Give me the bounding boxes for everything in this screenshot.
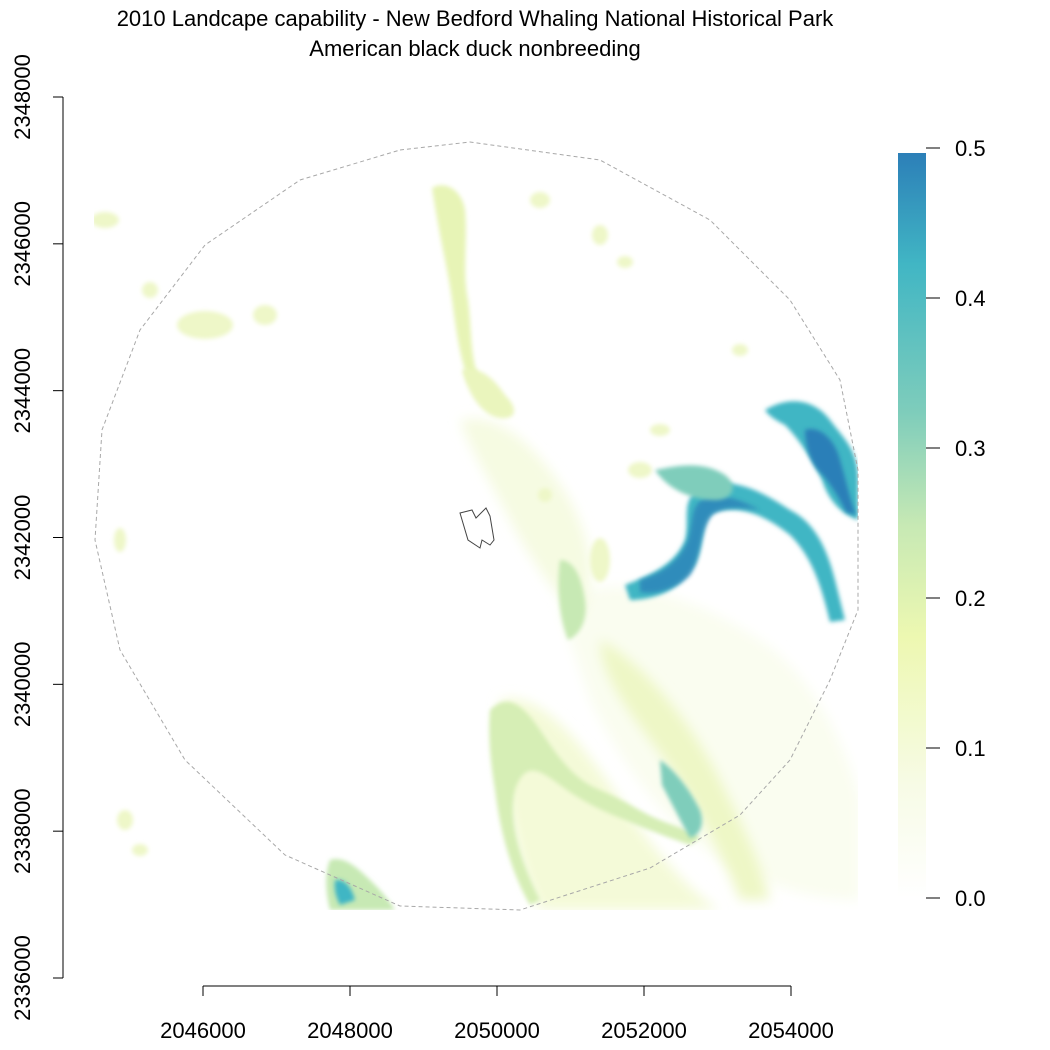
y-tick-label: 2344000: [10, 348, 35, 434]
capability-raster: [94, 185, 858, 910]
study-area-boundary: [94, 141, 859, 911]
east-harbor-core: [805, 429, 856, 515]
legend-tick-label: 0.3: [955, 436, 986, 461]
north-strip: [432, 185, 480, 384]
southwest-corner-core: [334, 879, 355, 905]
y-tick-label: 2336000: [10, 935, 35, 1021]
map-subtitle: American black duck nonbreeding: [309, 36, 640, 61]
estuary-shoreline-band: [625, 483, 845, 622]
legend-color-bar: [898, 153, 926, 898]
legend-tick-label: 0.0: [955, 886, 986, 911]
south-shore-teal: [660, 760, 702, 838]
estuary-inner-band: [640, 495, 760, 593]
legend: 0.0 0.1 0.2 0.3 0.4 0.5: [898, 136, 986, 911]
y-tick-label: 2346000: [10, 201, 35, 287]
y-tick-label: 2338000: [10, 788, 35, 874]
legend-tick-label: 0.1: [955, 736, 986, 761]
scattered-patches: [94, 192, 748, 856]
map-title: 2010 Landcape capability - New Bedford W…: [117, 6, 835, 31]
x-tick-label: 2048000: [307, 1018, 393, 1043]
west-shore-band: [558, 560, 586, 640]
x-tick-label: 2052000: [601, 1018, 687, 1043]
x-tick-label: 2046000: [160, 1018, 246, 1043]
north-strip-lower: [462, 369, 515, 419]
south-peninsula-band: [489, 701, 700, 905]
legend-tick-label: 0.4: [955, 286, 986, 311]
y-tick-label: 2348000: [10, 54, 35, 140]
legend-tick-label: 0.5: [955, 136, 986, 161]
y-tick-label: 2342000: [10, 495, 35, 581]
park-boundary-outline: [459, 507, 495, 549]
x-tick-label: 2054000: [748, 1018, 834, 1043]
central-faint-zone: [460, 418, 591, 620]
low-value-plume-3: [600, 640, 770, 900]
x-axis: 2046000 2048000 2050000 2052000 2054000: [160, 985, 834, 1043]
estuary-north-lobe: [655, 465, 733, 500]
y-tick-label: 2340000: [10, 642, 35, 728]
y-axis: 2336000 2338000 2340000 2342000 2344000 23460…: [10, 54, 64, 1021]
x-tick-label: 2050000: [454, 1018, 540, 1043]
legend-tick-label: 0.2: [955, 586, 986, 611]
